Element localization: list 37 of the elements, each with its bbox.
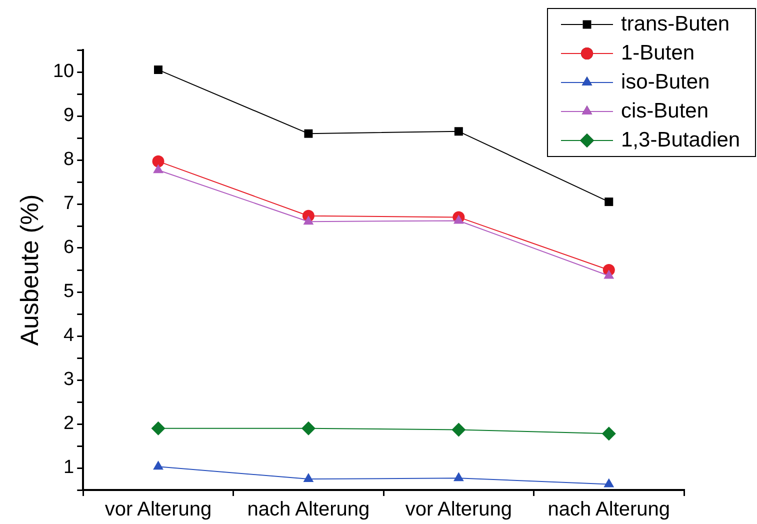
y-tick-label: 3 <box>64 369 74 390</box>
y-tick-label: 5 <box>64 281 74 302</box>
point <box>453 472 464 482</box>
y-tick-label: 6 <box>64 237 74 258</box>
point <box>151 421 166 436</box>
point <box>604 478 614 488</box>
point <box>454 127 463 136</box>
y-tick-label: 2 <box>64 413 74 434</box>
legend-label: 1,3-Butadien <box>621 128 740 152</box>
y-axis-title: Ausbeute (%) <box>16 194 44 346</box>
point <box>152 155 164 168</box>
x-tick-label: vor Alterung <box>104 498 212 521</box>
point <box>452 422 466 437</box>
y-tick-label: 8 <box>64 149 74 170</box>
point <box>301 421 316 436</box>
x-tick-label: nach Alterung <box>247 498 370 521</box>
point <box>153 164 164 174</box>
legend-label: iso-Buten <box>621 70 710 94</box>
legend-label: 1-Buten <box>621 41 695 64</box>
point <box>304 129 313 138</box>
point <box>303 473 314 482</box>
y-tick-label: 9 <box>64 105 74 126</box>
x-tick-label: vor Alterung <box>405 498 512 521</box>
point <box>604 198 614 206</box>
legend-label: cis-Buten <box>621 99 709 122</box>
point <box>153 460 164 470</box>
point <box>604 270 614 279</box>
x-tick-label: nach Alterung <box>548 498 670 521</box>
point <box>602 426 616 441</box>
point <box>453 214 464 224</box>
y-tick-label: 4 <box>64 325 75 346</box>
y-tick-label: 10 <box>52 61 74 82</box>
point <box>303 216 314 225</box>
legend-label: trans-Buten <box>621 12 730 36</box>
y-tick-label: 1 <box>64 457 74 478</box>
y-tick-label: 7 <box>64 193 74 214</box>
point <box>154 66 162 74</box>
